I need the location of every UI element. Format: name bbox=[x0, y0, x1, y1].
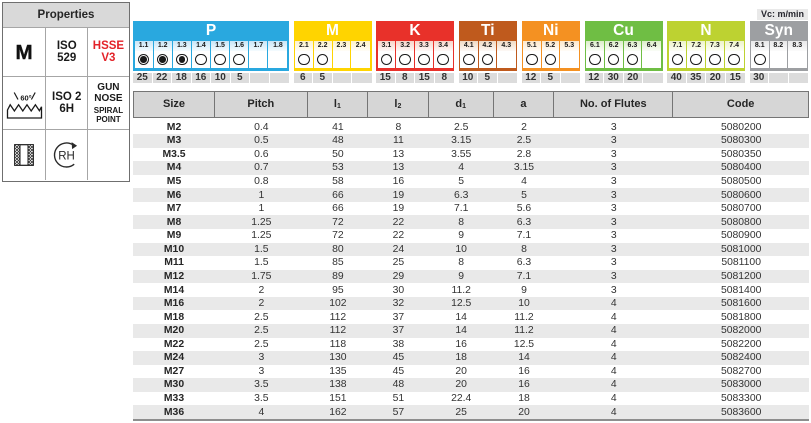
svg-text:60°: 60° bbox=[20, 93, 31, 102]
svg-text:RH: RH bbox=[58, 151, 75, 163]
